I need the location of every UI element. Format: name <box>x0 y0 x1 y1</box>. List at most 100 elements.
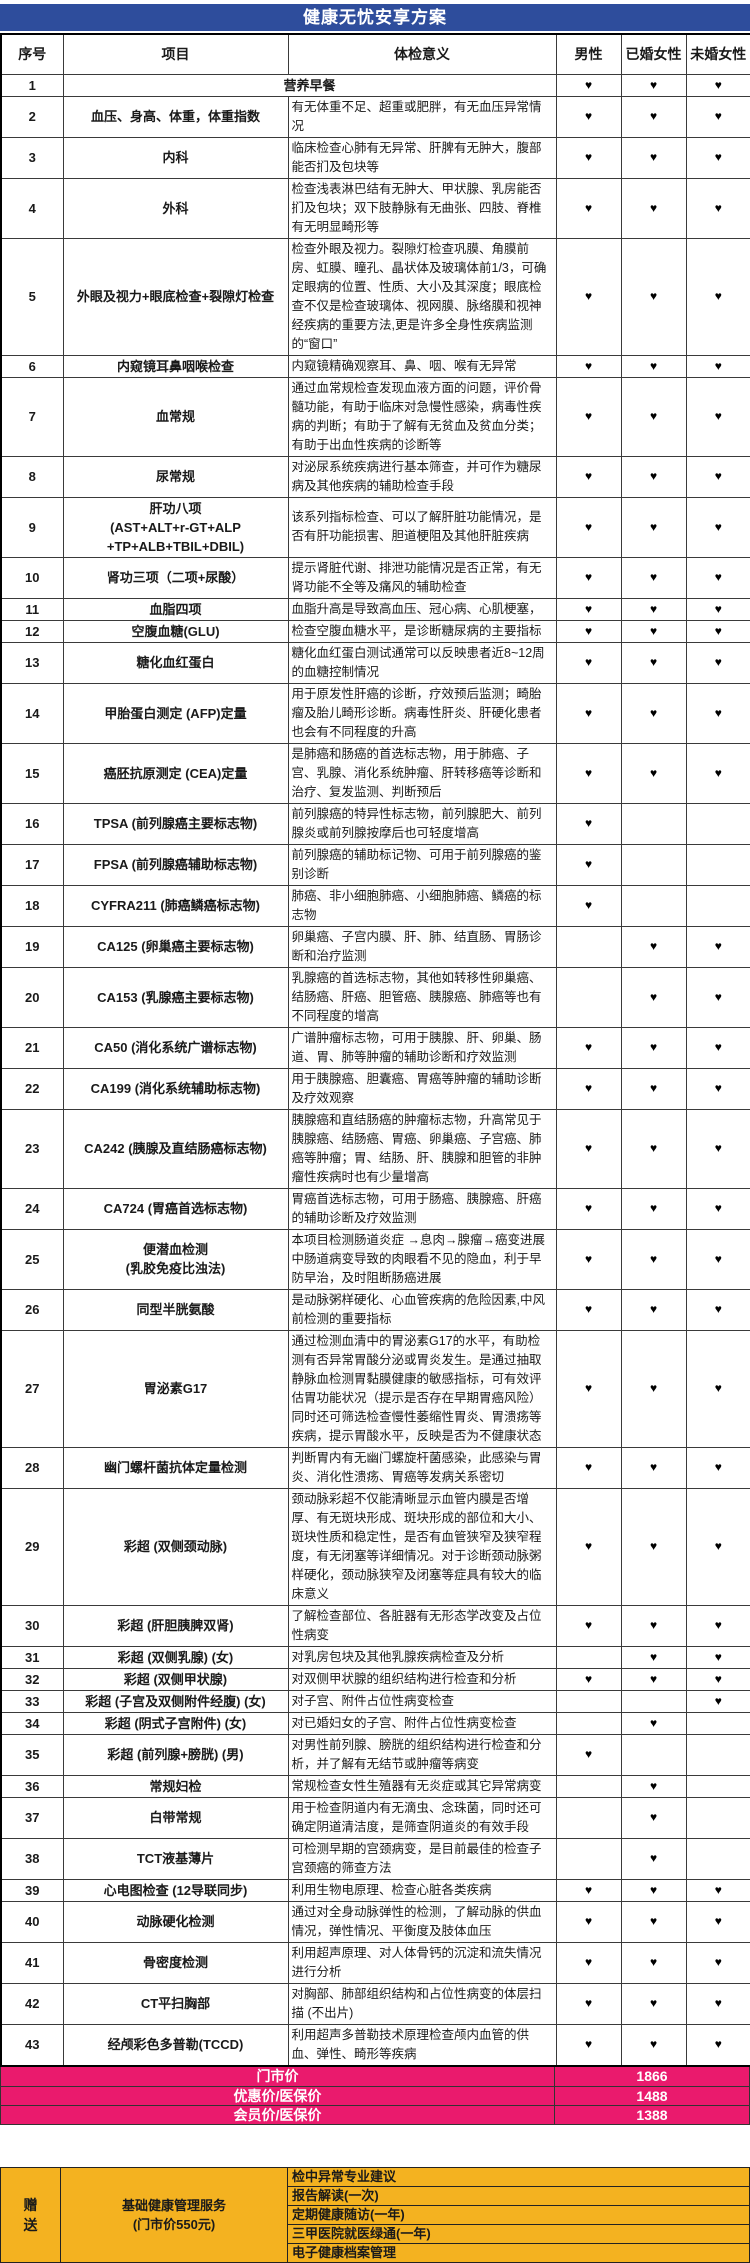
male-heart-mark: ♥ <box>555 2023 622 2066</box>
unmarried-female-heart-mark <box>685 884 750 927</box>
item-meaning: 对胸部、肺部组织结构和占位性病变的体层扫描 (不出片) <box>287 1982 557 2025</box>
table-row: 25 便潜血检测 (乳胶免疫比浊法) 本项目检测肠道炎症 →息肉→腺瘤→癌变进展中肠… <box>0 1228 750 1290</box>
married-female-heart-mark: ♥ <box>620 1604 687 1647</box>
unmarried-female-heart-mark: ♥ <box>685 136 750 179</box>
row-number: 17 <box>0 843 64 886</box>
row-number: 19 <box>0 925 64 968</box>
row-number: 41 <box>0 1941 64 1984</box>
gift-item: 电子健康档案管理 <box>288 2242 749 2262</box>
row-number: 23 <box>0 1108 64 1189</box>
item-name: FPSA (前列腺癌辅助标志物) <box>62 843 289 886</box>
row-number: 3 <box>0 136 64 179</box>
item-meaning: 了解检查部位、各脏器有无形态学改变及占位性病变 <box>287 1604 557 1647</box>
married-female-heart-mark: ♥ <box>620 376 687 457</box>
table-row: 8 尿常规 对泌尿系统疾病进行基本筛查，并可作为糖尿病及其他疾病的辅助检查手段 ♥ ♥ ♥ <box>0 455 750 498</box>
table-row: 10 肾功三项（二项+尿酸） 提示肾脏代谢、排泄功能情况是否正常，有无肾功能不全等及… <box>0 556 750 599</box>
col-header-male: 男性 <box>555 33 622 75</box>
row-number: 18 <box>0 884 64 927</box>
item-name: 彩超 (前列腺+膀胱) (男) <box>62 1733 289 1776</box>
row-number: 35 <box>0 1733 64 1776</box>
item-name: 心电图检查 (12导联同步) <box>62 1878 289 1902</box>
item-name: CA242 (胰腺及直结肠癌标志物) <box>62 1108 289 1189</box>
gift-tag-label: 赠送 <box>23 2196 38 2233</box>
item-name: CA50 (消化系统广谱标志物) <box>62 1026 289 1069</box>
married-female-heart-mark: ♥ <box>620 1228 687 1290</box>
table-row: 23 CA242 (胰腺及直结肠癌标志物) 胰腺癌和直结肠癌的肿瘤标志物，升高常见于… <box>0 1108 750 1189</box>
male-heart-mark: ♥ <box>555 556 622 599</box>
item-meaning: 是动脉粥样硬化、心血管疾病的危险因素,中风前检测的重要指标 <box>287 1288 557 1331</box>
table-row: 22 CA199 (消化系统辅助标志物) 用于胰腺癌、胆囊癌、胃癌等肿瘤的辅助诊断及… <box>0 1067 750 1110</box>
item-meaning: 前列腺癌的特异性标志物，前列腺肥大、前列腺炎或前列腺按摩后也可轻度增高 <box>287 802 557 845</box>
unmarried-female-heart-mark: ♥ <box>685 1604 750 1647</box>
row-number: 20 <box>0 966 64 1028</box>
item-meaning: 血脂升高是导致高血压、冠心病、心肌梗塞， <box>287 597 557 621</box>
row-number: 7 <box>0 376 64 457</box>
married-female-heart-mark: ♥ <box>620 1982 687 2025</box>
item-name: 血常规 <box>62 376 289 457</box>
price-value: 1866 <box>554 2066 749 2086</box>
item-name: TCT液基薄片 <box>62 1837 289 1880</box>
item-meaning: 对双侧甲状腺的组织结构进行检查和分析 <box>287 1667 557 1691</box>
item-meaning: 检查外眼及视力。裂隙灯检查巩膜、角膜前房、虹膜、瞳孔、晶状体及玻璃体前1/3，可… <box>287 237 557 356</box>
row-number: 9 <box>0 496 64 558</box>
table-row: 5 外眼及视力+眼底检查+裂隙灯检查 检查外眼及视力。裂隙灯检查巩膜、角膜前房、虹膜… <box>0 237 750 356</box>
item-name: 内科 <box>62 136 289 179</box>
item-meaning: 本项目检测肠道炎症 →息肉→腺瘤→癌变进展中肠道病变导致的肉眼看不见的隐血，利于… <box>287 1228 557 1290</box>
male-heart-mark: ♥ <box>555 496 622 558</box>
table-row: 20 CA153 (乳腺癌主要标志物) 乳腺癌的首选标志物，其他如转移性卵巢癌、结肠… <box>0 966 750 1028</box>
table-row: 30 彩超 (肝胆胰脾双肾) 了解检查部位、各脏器有无形态学改变及占位性病变 ♥ ♥ ♥ <box>0 1604 750 1647</box>
item-meaning: 常规检查女性生殖器有无炎症或其它异常病变 <box>287 1774 557 1798</box>
row-number: 25 <box>0 1228 64 1290</box>
male-heart-mark: ♥ <box>555 1487 622 1606</box>
unmarried-female-heart-mark <box>685 1796 750 1839</box>
gift-item: 定期健康随访(一年) <box>288 2204 749 2224</box>
col-header-unmarried-female: 未婚女性 <box>685 33 750 75</box>
table-row: 28 幽门螺杆菌抗体定量检测 判断胃内有无幽门螺旋杆菌感染，此感染与胃炎、消化性溃疡… <box>0 1446 750 1489</box>
item-meaning: 胰腺癌和直结肠癌的肿瘤标志物，升高常见于胰腺癌、结肠癌、胃癌、卵巢癌、子宫癌、肺… <box>287 1108 557 1189</box>
price-section: 门市价 1866 优惠价/医保价 1488 会员价/医保价 1388 <box>0 2066 750 2125</box>
table-row: 35 彩超 (前列腺+膀胱) (男) 对男性前列腺、膀胱的组织结构进行检查和分析，并… <box>0 1733 750 1776</box>
table-row: 42 CT平扫胸部 对胸部、肺部组织结构和占位性病变的体层扫描 (不出片) ♥ ♥ ♥ <box>0 1982 750 2025</box>
table-row: 9 肝功八项 (AST+ALT+r-GT+ALP +TP+ALB+TBIL+DBI… <box>0 496 750 558</box>
item-meaning: 胃癌首选标志物，可用于肠癌、胰腺癌、肝癌的辅助诊断及疗效监测 <box>287 1187 557 1230</box>
table-row: 34 彩超 (阴式子宫附件) (女) 对已婚妇女的子宫、附件占位性病变检查 ♥ <box>0 1711 750 1735</box>
table-row: 39 心电图检查 (12导联同步) 利用生物电原理、检查心脏各类疾病 ♥ ♥ ♥ <box>0 1878 750 1902</box>
item-meaning: 该系列指标检查、可以了解肝脏功能情况，是否有肝功能损害、胆道梗阻及其他肝脏疾病 <box>287 496 557 558</box>
male-heart-mark <box>555 925 622 968</box>
unmarried-female-heart-mark: ♥ <box>685 1108 750 1189</box>
table-row: 24 CA724 (胃癌首选标志物) 胃癌首选标志物，可用于肠癌、胰腺癌、肝癌的辅助… <box>0 1187 750 1230</box>
item-meaning: 是肺癌和肠癌的首选标志物，用于肺癌、子宫、乳腺、消化系统肿瘤、肝转移癌等诊断和治… <box>287 742 557 804</box>
male-heart-mark <box>555 1645 622 1669</box>
item-name: 甲胎蛋白测定 (AFP)定量 <box>62 682 289 744</box>
table-row: 36 常规妇检 常规检查女性生殖器有无炎症或其它异常病变 ♥ <box>0 1774 750 1798</box>
row-number: 24 <box>0 1187 64 1230</box>
item-name: 营养早餐 <box>62 73 557 97</box>
male-heart-mark <box>555 1689 622 1713</box>
price-row: 门市价 1866 <box>1 2066 749 2086</box>
table-row: 32 彩超 (双侧甲状腺) 对双侧甲状腺的组织结构进行检查和分析 ♥ ♥ ♥ <box>0 1667 750 1691</box>
item-meaning: 糖化血红蛋白测试通常可以反映患者近8~12周的血糖控制情况 <box>287 641 557 684</box>
row-number: 29 <box>0 1487 64 1606</box>
item-name: CYFRA211 (肺癌鳞癌标志物) <box>62 884 289 927</box>
row-number: 10 <box>0 556 64 599</box>
item-name: 彩超 (子宫及双侧附件经腹) (女) <box>62 1689 289 1713</box>
male-heart-mark: ♥ <box>555 597 622 621</box>
row-number: 38 <box>0 1837 64 1880</box>
male-heart-mark: ♥ <box>555 1941 622 1984</box>
unmarried-female-heart-mark <box>685 1711 750 1735</box>
table-row: 26 同型半胱氨酸 是动脉粥样硬化、心血管疾病的危险因素,中风前检测的重要指标 ♥ ♥ ♥ <box>0 1288 750 1331</box>
unmarried-female-heart-mark: ♥ <box>685 619 750 643</box>
item-name: 常规妇检 <box>62 1774 289 1798</box>
table-row: 7 血常规 通过血常规检查发现血液方面的问题，评价骨髓功能，有助于临床对急慢性感染，… <box>0 376 750 457</box>
gift-items-list: 检中异常专业建议 报告解读(一次) 定期健康随访(一年) 三甲医院就医绿通(一年) 电子… <box>288 2168 749 2262</box>
married-female-heart-mark: ♥ <box>620 237 687 356</box>
unmarried-female-heart-mark: ♥ <box>685 1645 750 1669</box>
male-heart-mark: ♥ <box>555 1187 622 1230</box>
item-name: 彩超 (双侧颈动脉) <box>62 1487 289 1606</box>
unmarried-female-heart-mark: ♥ <box>685 1067 750 1110</box>
table-row: 41 骨密度检测 利用超声原理、对人体骨钙的沉淀和流失情况进行分析 ♥ ♥ ♥ <box>0 1941 750 1984</box>
item-meaning: 对男性前列腺、膀胱的组织结构进行检查和分析，并了解有无结节或肿瘤等病变 <box>287 1733 557 1776</box>
price-label: 门市价 <box>256 2067 299 2084</box>
male-heart-mark: ♥ <box>555 1026 622 1069</box>
item-name: CA724 (胃癌首选标志物) <box>62 1187 289 1230</box>
